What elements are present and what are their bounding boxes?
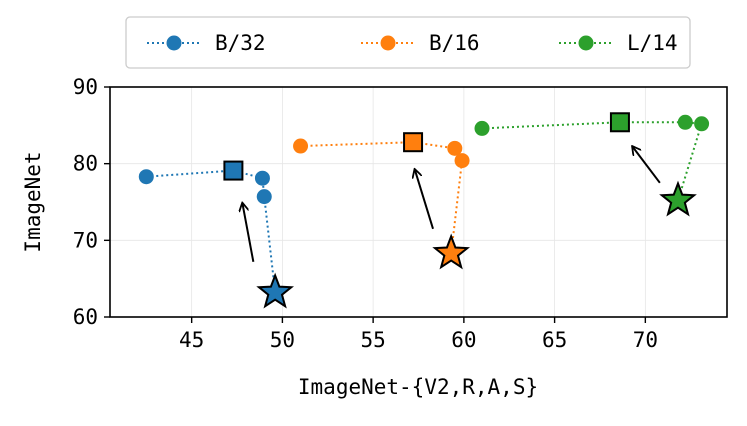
data-point	[474, 120, 490, 136]
improvement-arrow	[633, 147, 661, 184]
data-point	[254, 170, 270, 186]
legend-label: L/14	[627, 31, 678, 55]
x-tick-label: 55	[360, 328, 385, 352]
y-tick-label: 70	[73, 228, 98, 252]
legend-label: B/32	[215, 31, 266, 55]
grid-layer	[110, 86, 727, 318]
data-point	[454, 153, 470, 169]
series-line-B/32	[146, 169, 277, 293]
data-point	[694, 116, 710, 132]
plot-frame	[109, 86, 728, 318]
x-axis-title: ImageNet-{V2,R,A,S}	[298, 375, 538, 399]
x-tick-label: 60	[451, 328, 476, 352]
series-layer	[138, 112, 710, 309]
start-point-star	[256, 272, 294, 309]
data-point	[138, 169, 154, 185]
data-point	[447, 140, 463, 156]
data-point	[256, 189, 272, 205]
best-point-square	[609, 112, 630, 133]
series-line-L/14	[481, 121, 703, 201]
x-tick-label: 65	[542, 328, 567, 352]
legend-marker	[380, 35, 396, 51]
legend-marker	[578, 35, 594, 51]
y-tick-label: 60	[73, 305, 98, 329]
improvement-arrow	[415, 170, 434, 230]
data-point	[293, 138, 309, 154]
best-point-square	[403, 132, 424, 153]
x-tick-label: 50	[270, 328, 295, 352]
best-point-square	[223, 160, 244, 181]
x-tick-label: 70	[633, 328, 658, 352]
series-line-B/16	[300, 141, 464, 254]
improvement-arrow	[242, 204, 255, 262]
x-tick-label: 45	[179, 328, 204, 352]
legend: B/32 B/16 L/14	[125, 16, 691, 69]
y-tick-label: 80	[73, 152, 98, 176]
legend-marker	[166, 35, 182, 51]
y-axis-title: ImageNet	[21, 151, 45, 252]
y-tick-label: 90	[73, 75, 98, 99]
start-point-star	[432, 233, 471, 270]
data-point	[677, 114, 693, 130]
start-point-star	[659, 180, 697, 217]
tick-layer: 45 50 55 60 65 70 60 70 80 90	[73, 75, 658, 352]
legend-label: B/16	[429, 31, 480, 55]
